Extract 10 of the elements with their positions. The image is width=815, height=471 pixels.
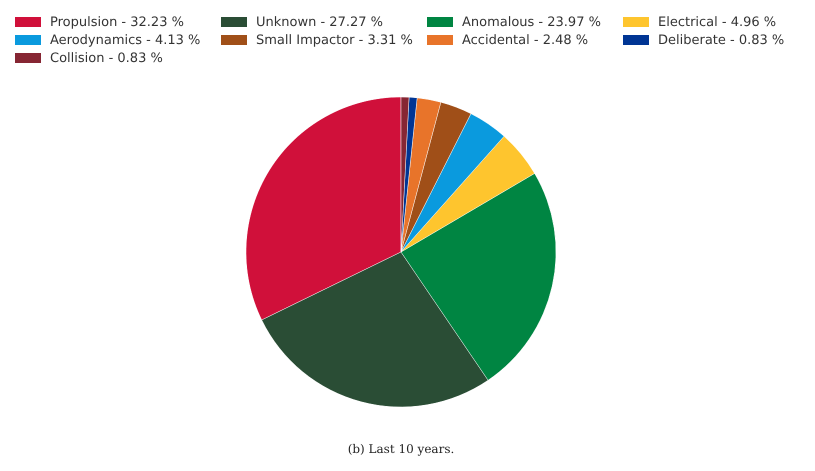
legend-label: Collision - 0.83 % — [50, 50, 163, 66]
legend-label: Unknown - 27.27 % — [256, 14, 384, 30]
legend-label: Small Impactor - 3.31 % — [256, 32, 413, 48]
legend-label: Anomalous - 23.97 % — [462, 14, 601, 30]
legend-label: Deliberate - 0.83 % — [658, 32, 784, 48]
legend-label: Propulsion - 32.23 % — [50, 14, 184, 30]
legend-label: Aerodynamics - 4.13 % — [50, 32, 200, 48]
text: (b) Last 10 years. — [346, 442, 456, 456]
legend-label: Electrical - 4.96 % — [658, 14, 776, 30]
legend-label: Accidental - 2.48 % — [462, 32, 588, 48]
